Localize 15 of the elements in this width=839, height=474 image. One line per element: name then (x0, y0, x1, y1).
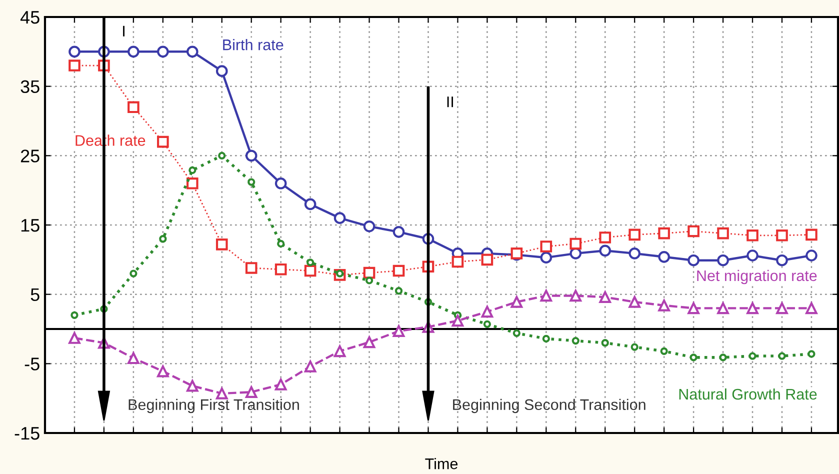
annotation: Beginning First Transition (128, 398, 299, 414)
y-tick-label: 5 (30, 288, 40, 302)
annotation: II (447, 96, 454, 108)
y-tick-label: 25 (20, 150, 40, 162)
annotation: I (123, 26, 124, 36)
y-tick-label: 35 (20, 80, 40, 94)
y-tick-label: 45 (20, 11, 40, 24)
series-label: Net migration rate (697, 270, 817, 284)
x-axis-title: Time (425, 458, 458, 470)
y-tick-label: -15 (14, 427, 40, 440)
y-tick-label: -5 (24, 358, 40, 370)
y-tick-label: 15 (21, 219, 40, 232)
text: Natural Growth Rate (679, 388, 817, 400)
annotation: Beginning Second Transition (453, 398, 646, 414)
series-label: Birth rate (223, 39, 284, 50)
